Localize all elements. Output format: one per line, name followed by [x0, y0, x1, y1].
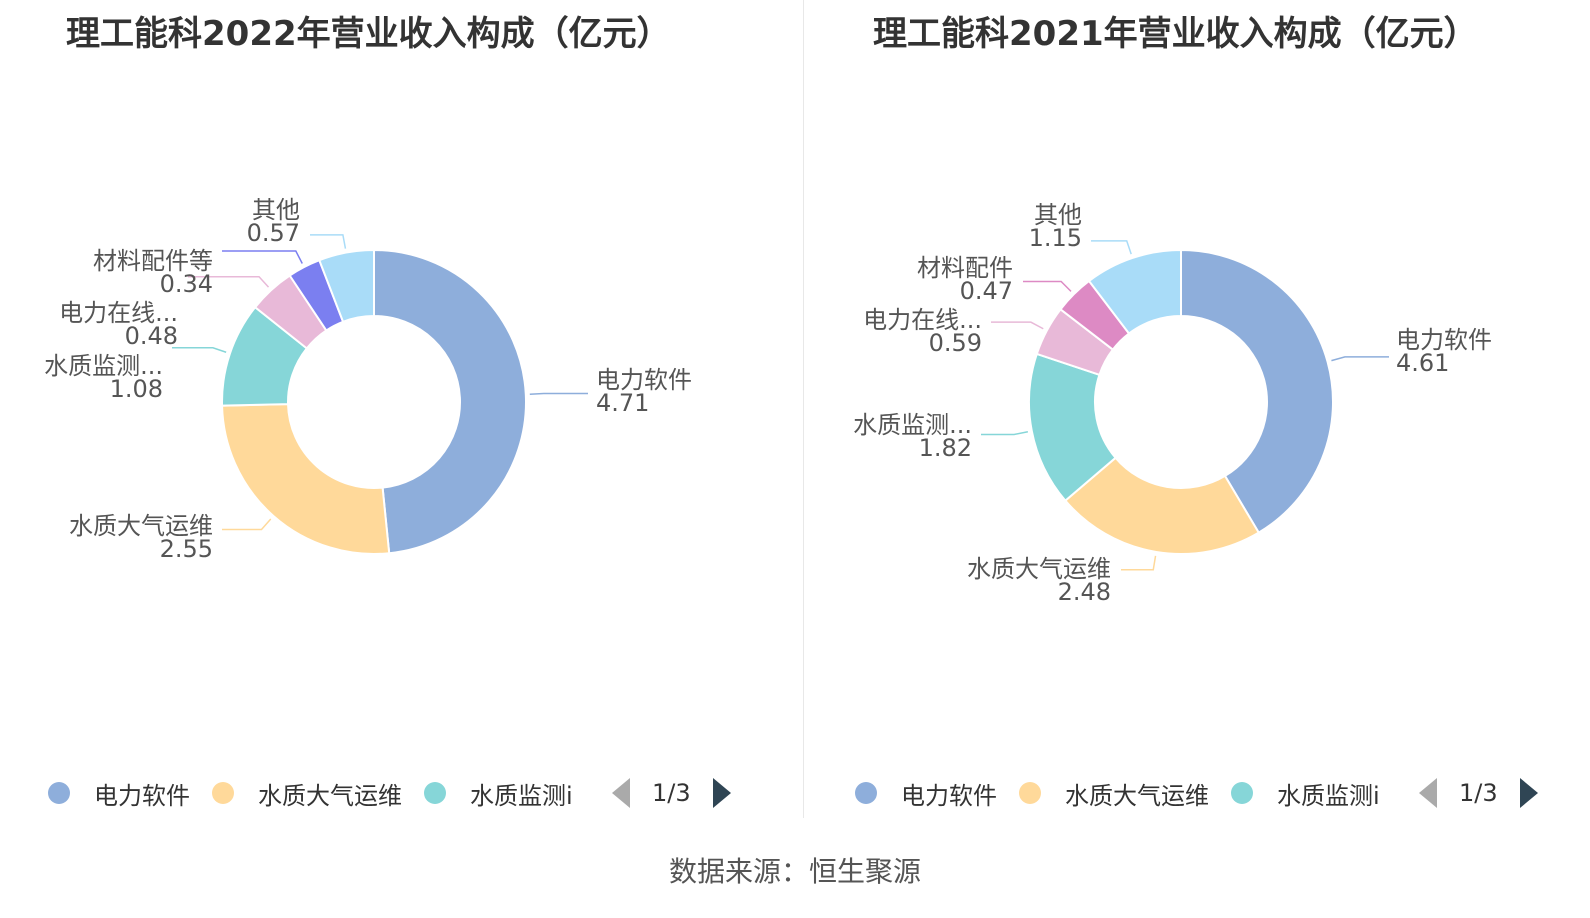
chart-title-2022: 理工能科2022年营业收入构成（亿元）	[66, 14, 671, 54]
leader-line-4	[1023, 280, 1072, 292]
leader-line-5	[310, 234, 347, 249]
legend-2022: 电力软件 水质大气运维 水质监测i 1/3	[48, 775, 731, 811]
legend-label: 电力软件	[94, 781, 190, 810]
leader-line-0	[529, 392, 588, 395]
donut-slice-5[interactable]	[1087, 248, 1182, 335]
slice-label-value: 1.08	[110, 375, 163, 403]
legend-item-water-air-ops[interactable]: 水质大气运维	[212, 776, 402, 811]
data-source-note: 数据来源：恒生聚源	[668, 855, 921, 888]
legend-item-water-air-ops[interactable]: 水质大气运维	[1019, 776, 1209, 811]
slice-label-name: 电力在线...	[863, 306, 982, 334]
pager-prev-icon[interactable]	[1419, 778, 1437, 808]
legend-dot-icon	[424, 782, 446, 804]
legend-label: 水质监测i	[1277, 781, 1380, 810]
slice-label-value: 0.48	[125, 322, 178, 350]
legend-dot-icon	[1019, 782, 1041, 804]
leader-line-1	[222, 518, 272, 531]
slice-label-name: 电力软件	[596, 366, 692, 394]
panel-divider	[803, 0, 804, 818]
pager-text: 1/3	[652, 779, 691, 807]
slice-label-value: 2.55	[160, 535, 213, 563]
leader-line-2	[981, 431, 1029, 436]
donut-slice-1[interactable]	[1063, 456, 1261, 555]
legend-dot-icon	[212, 782, 234, 804]
leader-line-3	[991, 321, 1044, 330]
leader-line-4	[222, 250, 303, 264]
leader-line-0	[1331, 356, 1389, 362]
legend-item-power-software[interactable]: 电力软件	[48, 776, 190, 811]
legend-label: 水质监测i	[470, 781, 573, 810]
slice-label-value: 2.48	[1058, 578, 1111, 606]
leader-line-3	[188, 276, 270, 288]
slice-label-name: 其他	[252, 196, 300, 224]
chart-title-2021: 理工能科2021年营业收入构成（亿元）	[873, 14, 1478, 54]
donut-slice-5[interactable]	[318, 248, 375, 324]
chart-panel-2021: 理工能科2021年营业收入构成（亿元） 电力软件 4.61 水质大气运维 2.48 水质…	[795, 0, 1590, 818]
legend-item-water-monitoring[interactable]: 水质监测i	[424, 776, 586, 811]
leader-line-1	[1121, 555, 1157, 571]
legend-item-power-software[interactable]: 电力软件	[855, 776, 997, 811]
slice-label-value: 0.57	[247, 219, 300, 247]
slice-label-name: 材料配件等	[93, 247, 213, 275]
leader-line-2	[172, 347, 227, 353]
legend-dot-icon	[855, 782, 877, 804]
legend-dot-icon	[48, 782, 70, 804]
donut-slice-1[interactable]	[221, 403, 391, 555]
slice-label-value: 0.34	[160, 270, 213, 298]
legend-label: 水质大气运维	[1065, 781, 1209, 810]
legend-pager: 1/3	[612, 778, 731, 808]
slice-label-name: 水质监测...	[44, 352, 163, 380]
legend-dot-icon	[1231, 782, 1253, 804]
donut-slice-0[interactable]	[373, 248, 527, 555]
slice-label-name: 水质大气运维	[69, 512, 213, 540]
chart-panel-2022: 理工能科2022年营业收入构成（亿元） 电力软件 4.71 水质大气运维 2.55 水质…	[0, 0, 795, 818]
pager-next-icon[interactable]	[712, 778, 731, 808]
pager-prev-icon[interactable]	[612, 778, 630, 808]
slice-label-name: 水质监测...	[853, 411, 972, 439]
slice-label-value: 4.71	[596, 389, 649, 417]
slice-label-value: 1.82	[919, 434, 972, 462]
slice-label-name: 电力软件	[1396, 326, 1492, 354]
pager-next-icon[interactable]	[1519, 778, 1538, 808]
slice-label-value: 1.15	[1029, 224, 1082, 252]
legend-pager: 1/3	[1419, 778, 1538, 808]
slice-label-name: 水质大气运维	[967, 555, 1111, 583]
legend-2021: 电力软件 水质大气运维 水质监测i 1/3	[855, 775, 1538, 811]
leader-line-5	[1091, 240, 1132, 255]
slice-label-name: 电力在线...	[59, 299, 178, 327]
slice-label-name: 材料配件	[917, 254, 1013, 282]
slice-label-value: 4.61	[1396, 349, 1449, 377]
legend-label: 电力软件	[901, 781, 997, 810]
donut-slice-0[interactable]	[1180, 248, 1334, 534]
pager-text: 1/3	[1459, 779, 1498, 807]
slice-label-value: 0.47	[960, 277, 1013, 305]
slice-label-name: 其他	[1034, 201, 1082, 229]
legend-label: 水质大气运维	[258, 781, 402, 810]
slice-label-value: 0.59	[929, 329, 982, 357]
legend-item-water-monitoring[interactable]: 水质监测i	[1231, 776, 1393, 811]
